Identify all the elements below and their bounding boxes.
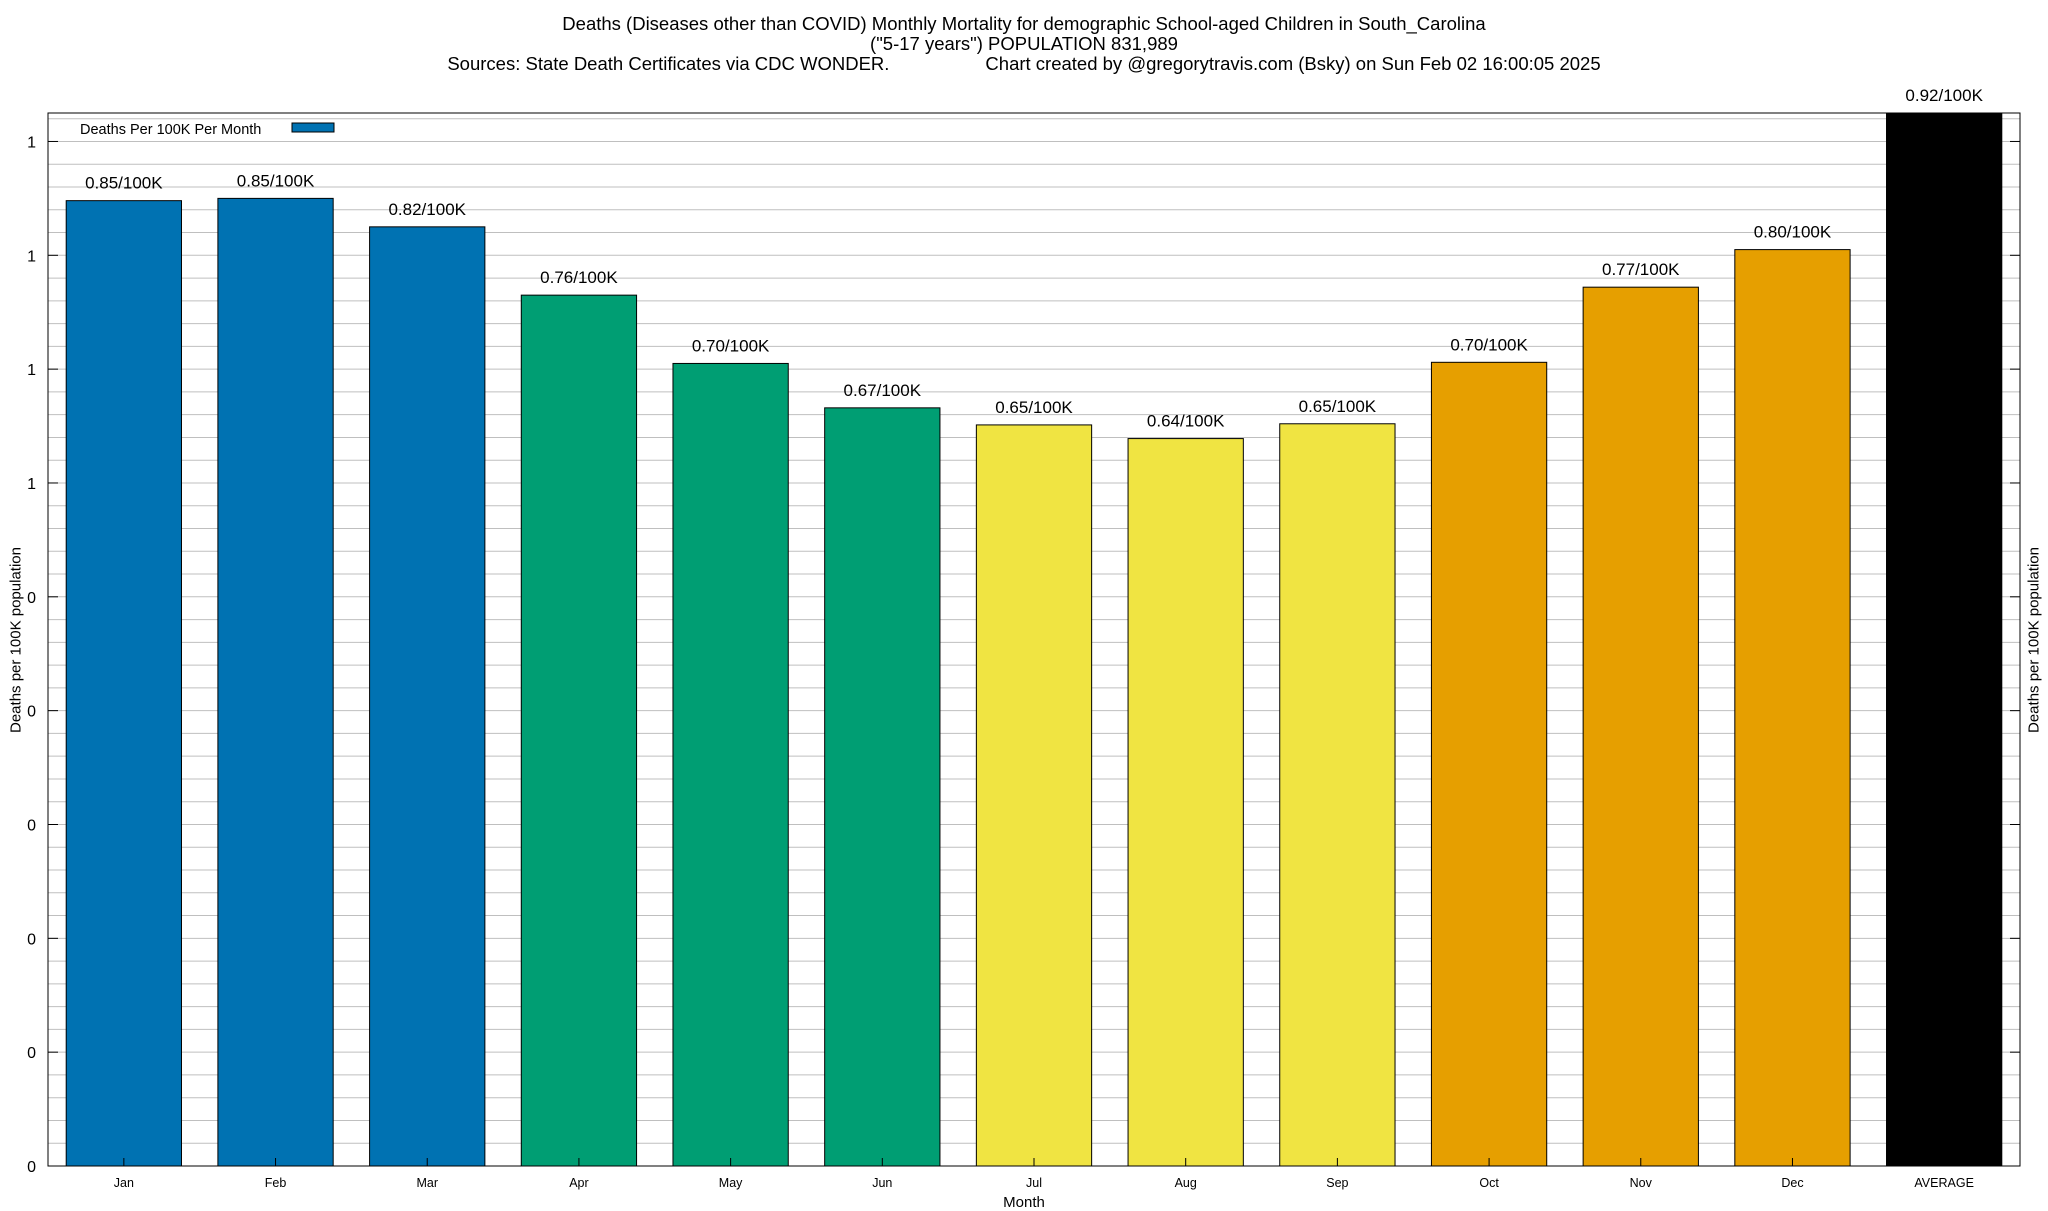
x-tick-label: Apr bbox=[569, 1176, 588, 1190]
y-tick-label: 1 bbox=[27, 476, 36, 493]
y-tick-label: 0 bbox=[27, 1045, 36, 1062]
bar-sep bbox=[1279, 423, 1396, 1167]
data-label: 0.65/100K bbox=[995, 398, 1073, 417]
data-label: 0.82/100K bbox=[388, 200, 466, 219]
legend-swatch bbox=[291, 122, 335, 133]
bar-nov bbox=[1582, 286, 1699, 1167]
x-tick-label: Sep bbox=[1326, 1176, 1348, 1190]
data-label: 0.67/100K bbox=[844, 381, 922, 400]
y-tick-label: 0 bbox=[27, 590, 36, 607]
x-tick-label: Nov bbox=[1630, 1176, 1653, 1190]
data-label: 0.92/100K bbox=[1905, 86, 1983, 105]
y-tick-label: 0 bbox=[27, 1159, 36, 1176]
data-label: 0.70/100K bbox=[692, 336, 770, 355]
y-tick-label: 1 bbox=[27, 134, 36, 151]
y-tick-label: 0 bbox=[27, 704, 36, 721]
y-tick-label: 0 bbox=[27, 817, 36, 834]
bar-jun bbox=[824, 407, 941, 1167]
data-label: 0.80/100K bbox=[1754, 223, 1832, 242]
x-axis-label: Month bbox=[1003, 1194, 1045, 1211]
y-axis-label-right: Deaths per 100K population bbox=[2025, 546, 2043, 733]
bar-may bbox=[672, 362, 789, 1167]
bar-jul bbox=[975, 424, 1093, 1167]
chart-sources-line: Sources: State Death Certificates via CD… bbox=[0, 54, 2048, 74]
x-tick-label: Feb bbox=[265, 1176, 287, 1190]
y-tick-label: 1 bbox=[27, 248, 36, 265]
data-label: 0.70/100K bbox=[1450, 335, 1528, 354]
x-tick-label: Aug bbox=[1175, 1176, 1197, 1190]
y-axis-label-left: Deaths per 100K population bbox=[7, 546, 25, 733]
bar-dec bbox=[1734, 249, 1851, 1167]
bar-feb bbox=[217, 197, 334, 1167]
x-tick-label: AVERAGE bbox=[1914, 1176, 1974, 1190]
bar-oct bbox=[1430, 361, 1548, 1167]
x-tick-label: Jul bbox=[1026, 1176, 1042, 1190]
x-tick-label: Jun bbox=[872, 1176, 892, 1190]
bar-apr bbox=[520, 294, 638, 1167]
credit-text: Chart created by @gregorytravis.com (Bsk… bbox=[985, 53, 1601, 74]
bar-aug bbox=[1127, 438, 1244, 1167]
data-label: 0.77/100K bbox=[1602, 260, 1680, 279]
legend-label: Deaths Per 100K Per Month bbox=[80, 122, 261, 138]
data-label: 0.64/100K bbox=[1147, 412, 1225, 431]
bar-average bbox=[1886, 112, 2003, 1167]
bar-jan bbox=[65, 200, 182, 1167]
x-tick-label: May bbox=[719, 1176, 743, 1190]
x-tick-label: Jan bbox=[114, 1176, 134, 1190]
data-label: 0.76/100K bbox=[540, 268, 618, 287]
data-label: 0.65/100K bbox=[1299, 397, 1377, 416]
y-tick-label: 0 bbox=[27, 931, 36, 948]
chart-title-block: Deaths (Diseases other than COVID) Month… bbox=[0, 14, 2048, 74]
data-label: 0.85/100K bbox=[85, 174, 163, 193]
x-tick-label: Mar bbox=[416, 1176, 438, 1190]
sources-text: Sources: State Death Certificates via CD… bbox=[447, 53, 890, 74]
chart-title: Deaths (Diseases other than COVID) Month… bbox=[562, 13, 1486, 34]
x-tick-label: Oct bbox=[1479, 1176, 1499, 1190]
chart-subtitle: ("5-17 years") POPULATION 831,989 bbox=[870, 33, 1178, 54]
y-tick-label: 1 bbox=[27, 362, 36, 379]
data-label: 0.85/100K bbox=[237, 171, 315, 190]
x-tick-label: Dec bbox=[1781, 1176, 1803, 1190]
bar-mar bbox=[369, 226, 486, 1167]
plot-frame bbox=[47, 112, 2021, 1167]
